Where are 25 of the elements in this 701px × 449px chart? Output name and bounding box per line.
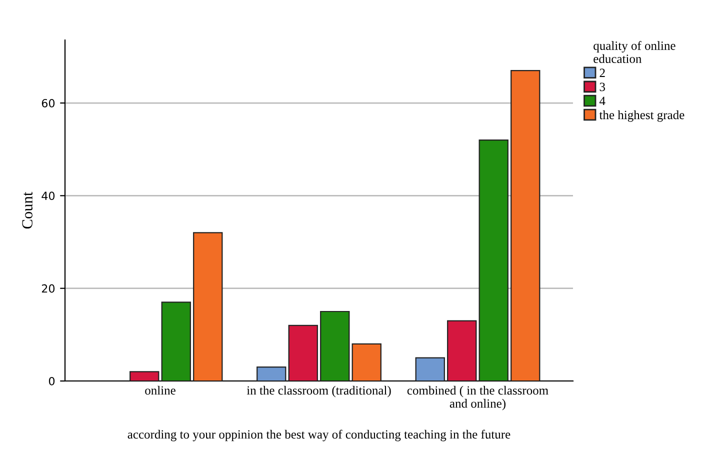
legend-label: 3 [600,82,606,92]
bar [288,324,318,381]
x-axis-title: according to your oppinion the best way of conducting teaching in the future [128,430,510,442]
bar [193,232,223,381]
bar [352,343,382,381]
y-tick-label: 20 [42,284,55,293]
x-tick-label: combined ( in the classroom and online) [407,386,548,410]
y-tick-label: 40 [42,192,55,200]
y-tick-label: 0 [48,376,55,386]
legend-title: quality of online education [594,41,676,64]
bar [161,302,191,381]
y-axis-title: Count [22,192,32,229]
legend-label: 2 [600,68,605,77]
bar [320,310,350,381]
legend-label: the highest grade [599,110,684,122]
bar [510,70,540,381]
legend-label: 4 [599,96,606,106]
bar [130,371,160,381]
bar [478,140,508,381]
bar [415,357,445,381]
bar [256,366,286,381]
y-tick-label: 60 [42,98,55,108]
x-tick-label: in the classroom (traditional) [246,386,391,398]
x-tick-label: online [145,386,176,395]
bar [447,320,477,381]
